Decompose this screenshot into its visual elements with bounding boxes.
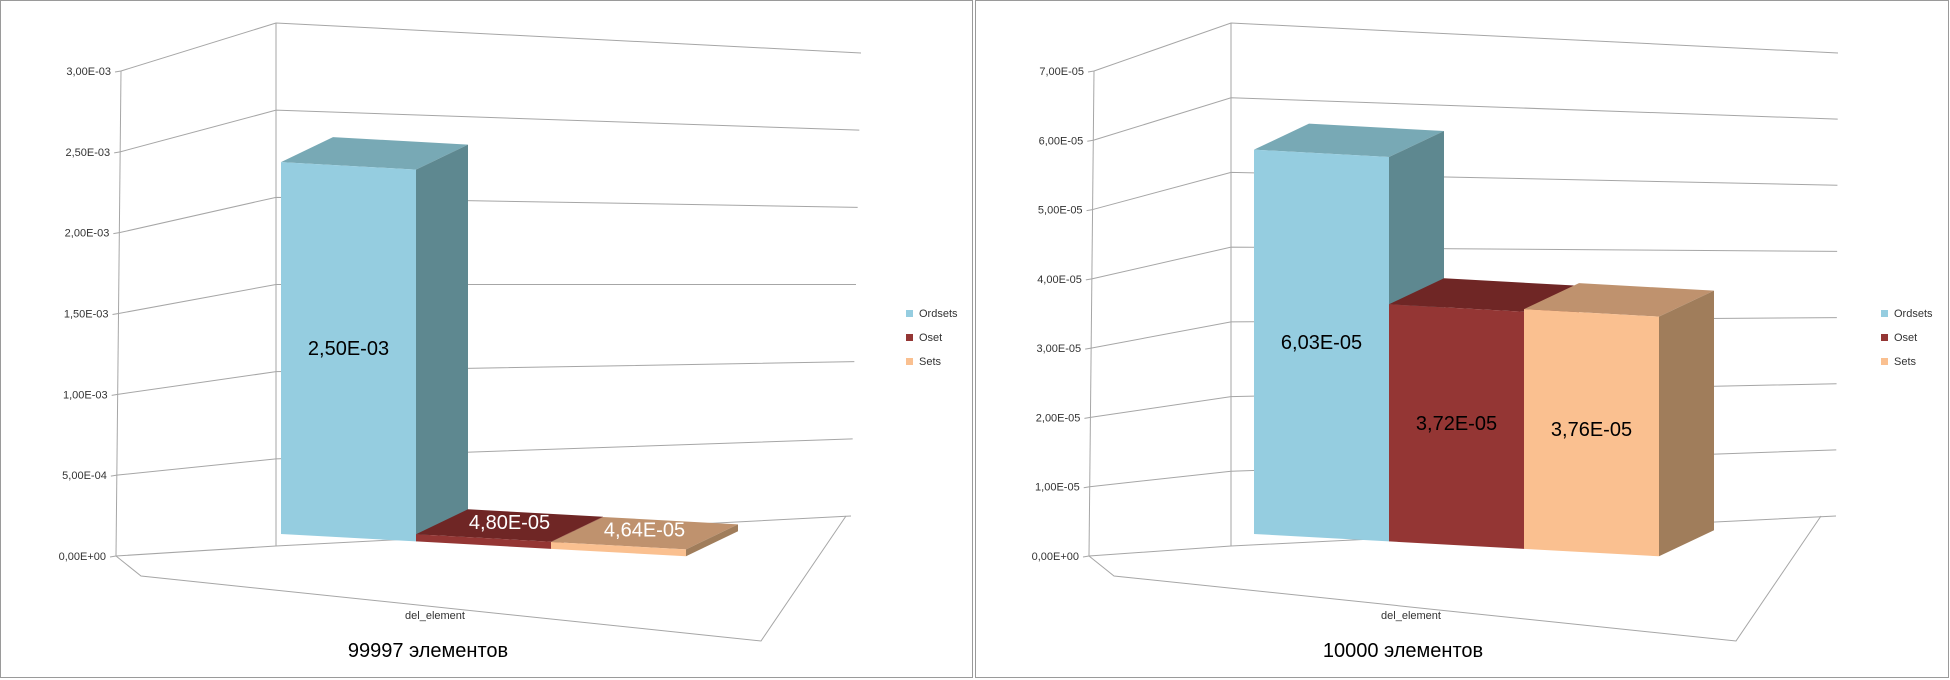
- y-tick-label: 1,00E-03: [63, 389, 108, 401]
- legend-label: Ordsets: [919, 308, 958, 320]
- y-tick-label: 2,50E-03: [66, 147, 111, 159]
- y-tick-mark: [1085, 347, 1092, 350]
- y-tick-mark: [1085, 278, 1092, 281]
- y-tick-label: 2,00E-03: [65, 228, 110, 240]
- y-tick-mark: [110, 474, 117, 477]
- left-wall-edge: [115, 70, 122, 557]
- y-tick-label: 0,00E+00: [1032, 551, 1079, 563]
- legend-swatch: [906, 358, 913, 365]
- y-tick-label: 1,50E-03: [64, 309, 109, 321]
- gridline: [1093, 97, 1838, 141]
- bar-top-face: [1254, 123, 1444, 158]
- bar-front-face: [281, 162, 416, 542]
- legend-swatch: [906, 334, 913, 341]
- y-tick-mark: [1086, 209, 1093, 212]
- y-tick-mark: [1087, 139, 1094, 142]
- chart-0-plot: 0,00E+00 5,00E-04 1,00E-03 1,50E-03 2,00E-03…: [59, 22, 862, 642]
- gridline: [117, 361, 855, 395]
- bar-side-face: [416, 144, 468, 542]
- bar-oset: 4,80E-05: [416, 509, 603, 549]
- legend: Ordsets Oset Sets: [906, 308, 958, 368]
- legend-label: Oset: [1894, 332, 1917, 344]
- gridline: [116, 438, 853, 476]
- y-tick-label: 7,00E-05: [1039, 66, 1084, 78]
- y-tick-mark: [1083, 486, 1090, 489]
- y-tick-label: 5,00E-05: [1038, 205, 1083, 217]
- gridline: [1093, 22, 1839, 72]
- bar-sets: 3,76E-05: [1524, 283, 1714, 557]
- floor-outline: [115, 515, 847, 642]
- chart-panel-right: 0,00E+00 1,00E-05 2,00E-05 3,00E-05 4,00E-05…: [975, 0, 1949, 678]
- y-tick-label: 4,00E-05: [1037, 274, 1082, 286]
- y-tick-label: 2,00E-05: [1036, 412, 1081, 424]
- gridline: [119, 196, 858, 234]
- gridline: [1092, 171, 1838, 211]
- data-label: 4,64E-05: [604, 519, 685, 541]
- bar-sets: 4,64E-05: [551, 516, 738, 557]
- chart-panel-left: 0,00E+00 5,00E-04 1,00E-03 1,50E-03 2,00E-03…: [0, 0, 973, 678]
- chart-1-plot: 0,00E+00 1,00E-05 2,00E-05 3,00E-05 4,00E-05…: [1032, 22, 1839, 642]
- y-tick-mark: [112, 313, 119, 315]
- floor-outline: [1088, 515, 1822, 642]
- bar-front-face: [1389, 304, 1524, 549]
- bar-front-face: [1254, 149, 1389, 542]
- y-tick-mark: [111, 393, 118, 396]
- bars: 6,03E-05 3,72E-05 3,76E-05: [1254, 123, 1714, 557]
- y-tick-mark: [114, 151, 121, 154]
- data-label: 2,50E-03: [308, 338, 389, 360]
- chart-left: 0,00E+00 5,00E-04 1,00E-03 1,50E-03 2,00E-03…: [59, 22, 958, 662]
- bars: 2,50E-03 4,80E-05 4,64E-05: [281, 137, 738, 557]
- y-tick-label: 5,00E-04: [62, 470, 107, 482]
- bar-front-face: [1524, 309, 1659, 557]
- data-label: 4,80E-05: [469, 512, 550, 534]
- data-label: 3,76E-05: [1551, 419, 1632, 441]
- gridline: [120, 109, 860, 153]
- bar-front-face: [416, 534, 551, 549]
- chart-caption: 10000 элементов: [1323, 640, 1483, 662]
- data-label: 6,03E-05: [1281, 332, 1362, 354]
- bar-front-face: [551, 541, 686, 557]
- y-tick-mark: [109, 555, 117, 558]
- y-tick-label: 6,00E-05: [1039, 135, 1084, 147]
- legend-label: Ordsets: [1894, 308, 1933, 320]
- bar-top-face: [416, 509, 603, 542]
- bar-top-face: [1524, 283, 1714, 317]
- legend-swatch: [1881, 310, 1888, 317]
- bar-side-face: [686, 524, 738, 557]
- y-tick-mark: [1082, 555, 1090, 558]
- y-tick-mark: [113, 232, 120, 235]
- legend-swatch: [1881, 358, 1888, 365]
- legend-label: Sets: [919, 356, 942, 368]
- y-tick-label: 3,00E-03: [66, 66, 111, 78]
- legend-swatch: [906, 310, 913, 317]
- legend-label: Oset: [919, 332, 942, 344]
- legend: Ordsets Oset Sets: [1881, 308, 1933, 368]
- bar-top-face: [1389, 278, 1579, 312]
- bar-top-face: [281, 137, 468, 170]
- bar-top-face: [551, 516, 738, 550]
- left-wall-edge: [1088, 70, 1095, 557]
- legend-swatch: [1881, 334, 1888, 341]
- category-label: del_element: [405, 610, 465, 622]
- y-tick-label: 1,00E-05: [1035, 482, 1080, 494]
- gridline: [120, 22, 862, 72]
- chart-caption: 99997 элементов: [348, 640, 508, 662]
- y-tick-mark: [1087, 70, 1095, 73]
- y-tick-mark: [114, 70, 122, 73]
- legend-label: Sets: [1894, 356, 1917, 368]
- y-tick-label: 3,00E-05: [1036, 343, 1081, 355]
- y-tick-label: 0,00E+00: [59, 551, 106, 563]
- bar-ordsets: 2,50E-03: [281, 137, 468, 542]
- category-label: del_element: [1381, 610, 1441, 622]
- chart-right: 0,00E+00 1,00E-05 2,00E-05 3,00E-05 4,00E-05…: [1032, 22, 1933, 662]
- y-tick-mark: [1084, 416, 1091, 419]
- data-label: 3,72E-05: [1416, 413, 1497, 435]
- bar-side-face: [1659, 290, 1714, 557]
- gridline: [1091, 246, 1838, 280]
- gridline: [118, 284, 856, 314]
